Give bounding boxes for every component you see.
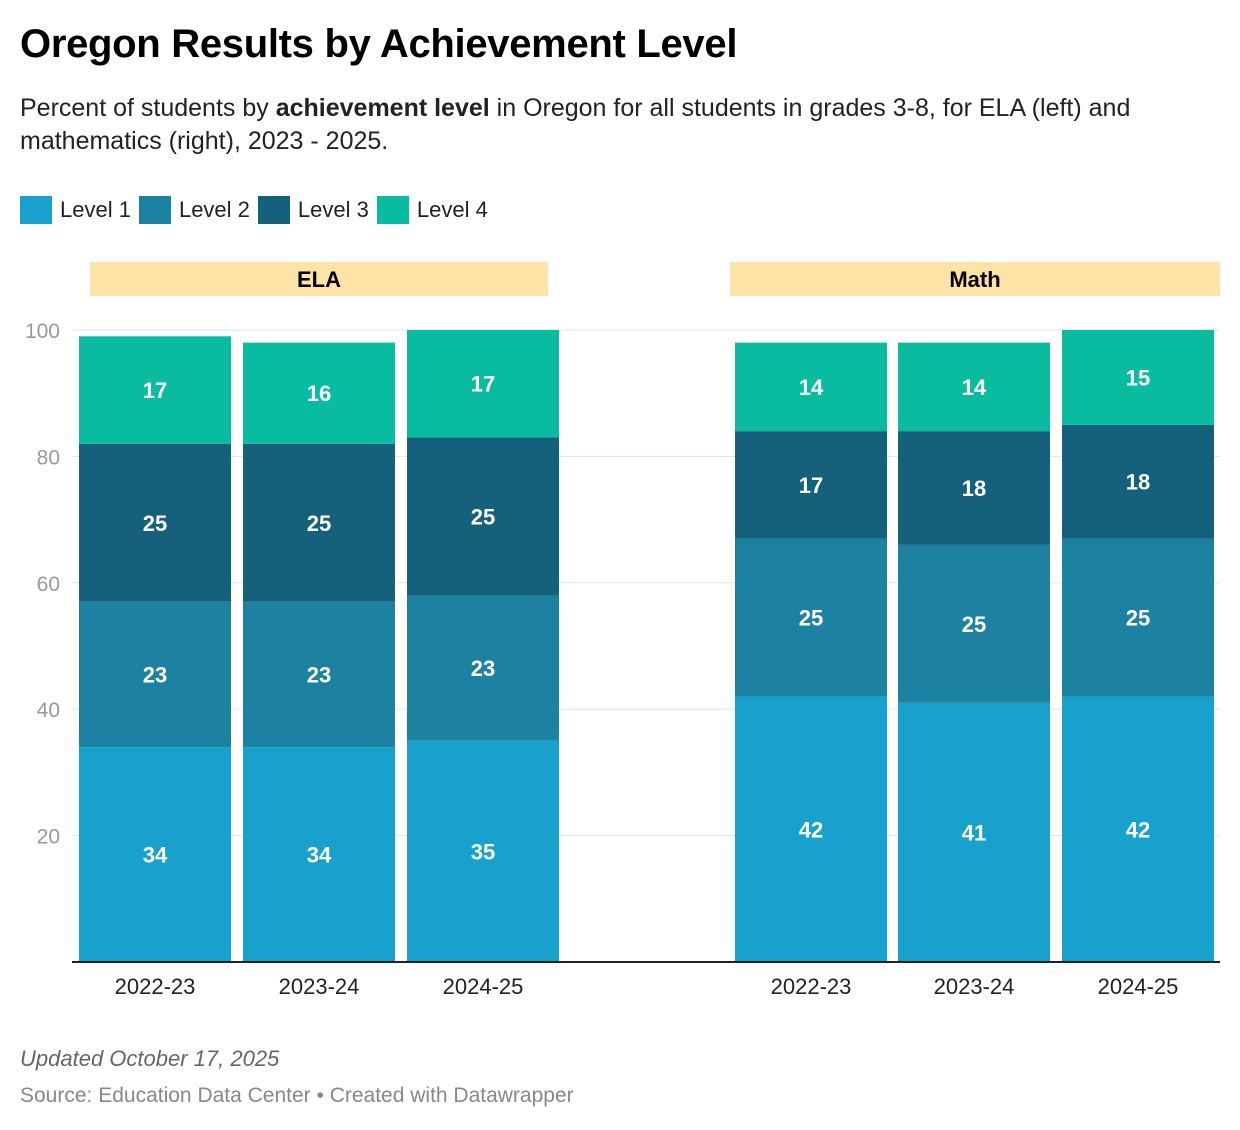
legend-item: Level 4 bbox=[376, 196, 488, 224]
data-label: 23 bbox=[471, 656, 495, 681]
bar-segment bbox=[79, 336, 231, 444]
bar-segment bbox=[735, 538, 887, 697]
data-label: 25 bbox=[471, 504, 495, 529]
legend-label: Level 2 bbox=[178, 197, 250, 222]
x-tick-label: 2023-24 bbox=[279, 974, 360, 999]
bar-segment bbox=[243, 747, 395, 962]
bar-segment bbox=[735, 431, 887, 539]
legend-swatch bbox=[20, 196, 52, 224]
data-label: 17 bbox=[471, 372, 495, 397]
y-tick-label: 40 bbox=[37, 699, 60, 722]
subtitle-text-end: in Oregon for all students in grades 3-8… bbox=[20, 94, 1131, 155]
legend: Level 1 Level 2 Level 3 Level 4 bbox=[20, 196, 488, 224]
data-label: 17 bbox=[799, 473, 823, 498]
data-label: 34 bbox=[143, 843, 168, 868]
data-label: 18 bbox=[962, 476, 986, 501]
data-label: 14 bbox=[799, 375, 824, 400]
bar-segment bbox=[407, 595, 559, 741]
bar-segment bbox=[407, 740, 559, 962]
chart-subtitle: Percent of students by achievement level… bbox=[20, 92, 1220, 158]
bar-segment bbox=[735, 696, 887, 962]
bar-segment bbox=[898, 431, 1050, 545]
bar-segment bbox=[898, 702, 1050, 962]
bar-segment bbox=[1062, 424, 1214, 539]
bar-segment bbox=[1062, 330, 1214, 425]
data-label: 25 bbox=[143, 511, 167, 536]
panel-title: Math bbox=[949, 267, 1000, 292]
source-note: Source: Education Data Center • Created … bbox=[20, 1084, 574, 1107]
data-label: 25 bbox=[799, 606, 823, 631]
legend-label: Level 3 bbox=[297, 197, 369, 222]
bar-segment bbox=[898, 342, 1050, 432]
bar-segment bbox=[243, 342, 395, 444]
bar-segment bbox=[79, 443, 231, 602]
bar-segment bbox=[407, 330, 559, 438]
bar-segment bbox=[407, 437, 559, 596]
bar-segment bbox=[1062, 696, 1214, 962]
data-label: 16 bbox=[307, 381, 331, 406]
data-label: 15 bbox=[1126, 365, 1150, 390]
data-label: 14 bbox=[962, 375, 987, 400]
x-tick-label: 2023-24 bbox=[934, 974, 1015, 999]
legend-swatch bbox=[138, 196, 171, 224]
x-tick-label: 2022-23 bbox=[115, 974, 196, 999]
bar-segment bbox=[243, 443, 395, 602]
subtitle-text: Percent of students by bbox=[20, 94, 276, 122]
data-label: 23 bbox=[307, 662, 331, 687]
legend-label: Level 4 bbox=[416, 197, 488, 222]
chart-title: Oregon Results by Achievement Level bbox=[20, 22, 738, 66]
data-label: 41 bbox=[962, 820, 986, 845]
legend-label: Level 1 bbox=[60, 197, 131, 222]
subtitle-bold: achievement level bbox=[275, 94, 490, 122]
panel-header bbox=[730, 262, 1220, 296]
y-tick-label: 60 bbox=[37, 573, 60, 596]
legend-swatch bbox=[376, 196, 409, 224]
stacked-bar-chart: 20 40 60 80 100 ELA 34 23 25 17 2022-23 34 23 25 16 202… bbox=[25, 262, 1220, 999]
data-label: 23 bbox=[143, 662, 167, 687]
data-label: 42 bbox=[1126, 817, 1150, 842]
bar-segment bbox=[898, 544, 1050, 703]
legend-item: Level 1 bbox=[20, 196, 131, 224]
data-label: 25 bbox=[1126, 606, 1150, 631]
data-label: 42 bbox=[799, 817, 823, 842]
y-tick-label: 20 bbox=[37, 826, 60, 849]
panel-header bbox=[90, 262, 548, 296]
data-label: 17 bbox=[143, 378, 167, 403]
x-tick-label: 2024-25 bbox=[443, 974, 524, 999]
legend-swatch bbox=[257, 196, 290, 224]
x-tick-label: 2022-23 bbox=[771, 974, 852, 999]
data-label: 34 bbox=[307, 843, 332, 868]
panel-title: ELA bbox=[297, 267, 341, 292]
data-label: 18 bbox=[1126, 470, 1150, 495]
x-tick-label: 2024-25 bbox=[1098, 974, 1179, 999]
y-tick-label: 100 bbox=[25, 320, 60, 343]
data-label: 25 bbox=[962, 612, 986, 637]
bar-segment bbox=[735, 342, 887, 432]
y-tick-label: 80 bbox=[37, 446, 60, 469]
data-label: 25 bbox=[307, 511, 331, 536]
legend-item: Level 2 bbox=[138, 196, 250, 224]
data-label: 35 bbox=[471, 839, 495, 864]
bar-segment bbox=[79, 747, 231, 962]
updated-note: Updated October 17, 2025 bbox=[20, 1046, 280, 1071]
bar-segment bbox=[79, 601, 231, 748]
legend-item: Level 3 bbox=[257, 196, 369, 224]
bar-segment bbox=[243, 601, 395, 748]
bar-segment bbox=[1062, 538, 1214, 697]
